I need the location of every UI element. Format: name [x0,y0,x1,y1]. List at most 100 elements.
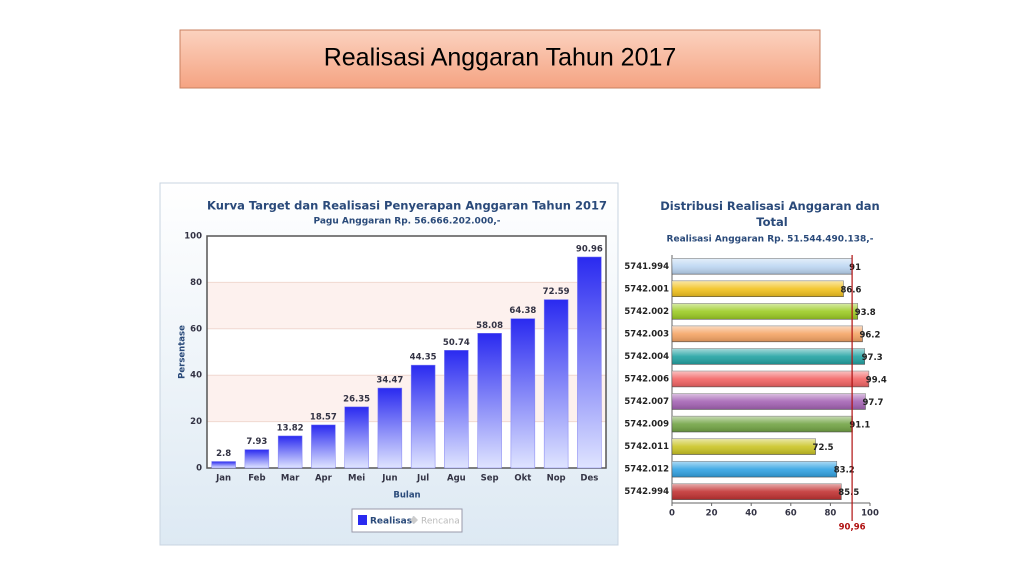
x-axis-label: Bulan [393,491,420,501]
x-tick-label: Jun [381,474,397,484]
plot-band [207,282,606,329]
bar [344,406,369,469]
x-tick-label: 0 [669,509,675,519]
bar-shine [672,416,853,432]
plot-frame [206,235,607,469]
data-label: 18.57 [310,412,337,422]
x-tick-label: Apr [315,474,333,484]
x-tick-label: Sep [481,474,499,484]
data-label: 2.8 [216,449,231,459]
y-tick-label: 5742.994 [624,487,669,497]
bar [211,461,236,469]
bar [244,449,270,469]
data-label: 97.7 [862,398,883,408]
data-label: 7.93 [246,437,267,447]
slide-title: Realisasi Anggaran Tahun 2017 [324,44,677,72]
bar [377,387,403,469]
legend-item-inactive: Rencana [421,517,460,527]
bar-shine [672,280,844,297]
bar-shine [672,483,842,500]
bar-shine [672,371,869,387]
y-tick-label: 5742.012 [624,465,669,475]
bar [543,299,569,469]
bar [311,424,336,469]
bar-shine [672,258,853,275]
x-tick-label: 40 [745,509,757,519]
bar-shine [672,393,866,410]
x-tick-label: Jan [215,474,231,484]
reference-label: 90,96 [839,523,866,533]
title-box [179,29,821,89]
bar-shine [672,348,865,365]
x-tick-label: Okt [514,474,531,484]
data-label: 44.35 [410,353,437,363]
data-label: 86.6 [840,285,861,295]
bar [577,256,602,469]
y-tick-label: 100 [184,232,202,242]
y-tick-label: 5741.994 [624,262,669,272]
bar-shine [672,438,816,455]
x-tick-label: Des [580,474,598,484]
x-tick-label: 80 [824,509,836,519]
legend-item: Realisasi [370,517,415,527]
y-tick-label: 5742.001 [624,284,669,294]
data-label: 64.38 [509,306,536,316]
y-axis-label: Persentase [178,325,188,379]
x-tick-label: Feb [248,474,265,484]
bar [444,350,469,469]
chart-title: Distribusi Realisasi Anggaran dan Total [660,199,879,229]
y-tick-label: 5742.009 [624,420,669,430]
data-label: 13.82 [277,423,304,433]
data-label: 58.08 [476,321,503,331]
legend-swatch-inactive [410,516,418,524]
x-tick-label: 100 [861,509,879,519]
y-tick-label: 60 [190,324,202,334]
data-label: 91 [849,263,861,273]
bar-shine [672,461,837,478]
plot-band [207,375,606,422]
y-tick-label: 5742.006 [624,375,669,385]
data-label: 99.4 [866,376,887,386]
y-tick-label: 20 [190,417,202,427]
x-tick-label: 60 [785,509,797,519]
x-tick-label: Nop [547,474,566,484]
y-tick-label: 5742.004 [624,352,669,362]
plot-area [207,236,606,468]
data-label: 91.1 [849,421,870,431]
y-tick-label: 40 [190,371,202,381]
bar [277,435,303,469]
y-tick-label: 5742.002 [624,307,669,317]
data-label: 97.3 [862,353,883,363]
x-tick-label: Agu [447,474,466,484]
x-tick-label: Mar [281,474,300,484]
data-label: 90.96 [576,244,603,254]
data-label: 93.8 [855,308,876,318]
chart-subtitle: Pagu Anggaran Rp. 56.666.202.000,- [313,217,500,227]
data-label: 96.2 [859,330,880,340]
bar [410,364,436,469]
x-tick-label: Mei [348,474,365,484]
data-label: 26.35 [343,394,370,404]
x-tick-label: 20 [706,509,718,519]
chart-subtitle: Realisasi Anggaran Rp. 51.544.490.138,- [667,235,874,245]
bar-shine [672,326,863,342]
y-tick-label: 0 [196,464,202,474]
legend-box [351,508,463,533]
data-label: 34.47 [376,376,403,386]
data-label: 85.5 [838,488,859,498]
legend-swatch [358,515,367,525]
bar [510,318,536,469]
data-label: 72.5 [813,443,834,453]
data-label: 83.2 [834,466,855,476]
bar [477,333,502,469]
chart-title: Kurva Target dan Realisasi Penyerapan An… [207,199,607,213]
y-tick-label: 5742.003 [624,329,669,339]
y-tick-label: 5742.007 [624,397,669,407]
x-tick-label: Jul [416,474,429,484]
y-tick-label: 5742.011 [624,442,669,452]
bar-shine [672,303,858,320]
y-tick-label: 80 [190,278,202,288]
data-label: 72.59 [543,287,570,297]
